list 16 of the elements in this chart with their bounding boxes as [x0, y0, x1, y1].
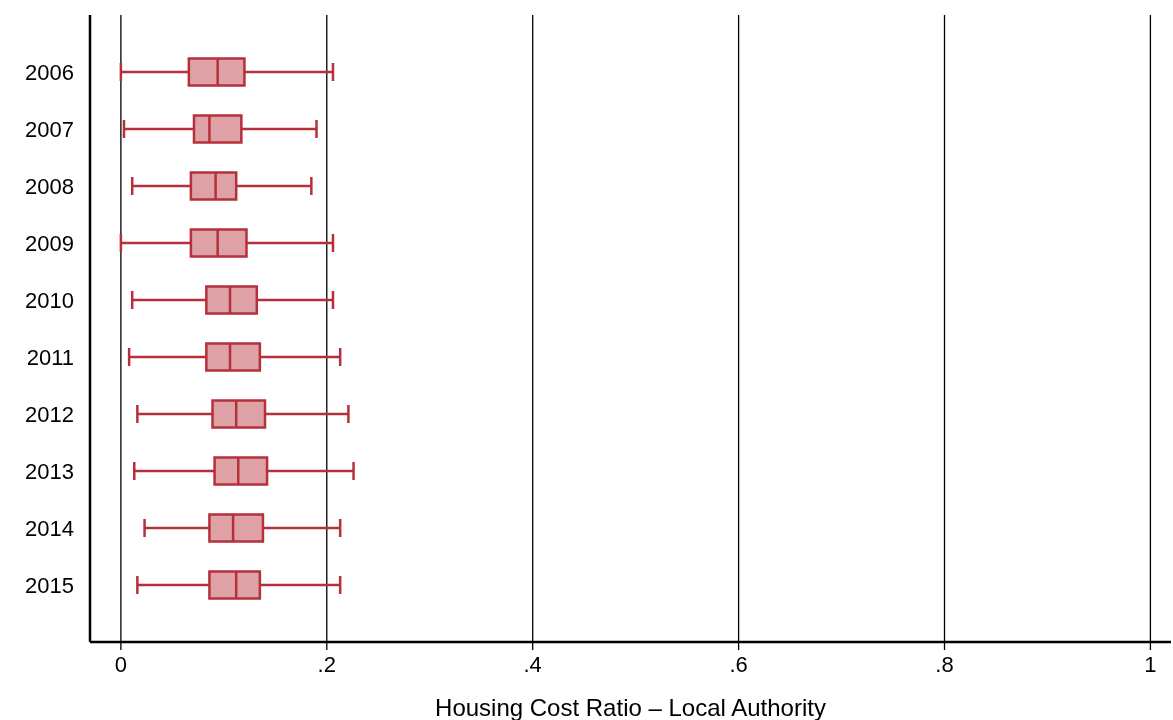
x-tick-label: 1: [1144, 652, 1157, 677]
y-tick-label: 2011: [26, 344, 74, 370]
x-tick-label: .4: [523, 652, 542, 677]
y-tick-label: 2006: [25, 59, 74, 85]
x-tick-label: .8: [935, 652, 954, 677]
y-tick-label: 2015: [25, 572, 74, 598]
y-tick-label: 2012: [25, 401, 74, 427]
y-tick-label: 2007: [25, 116, 74, 142]
x-tick-label: .6: [729, 652, 748, 677]
x-tick-label: 0: [114, 652, 128, 677]
y-tick-label: 2009: [25, 230, 74, 256]
y-tick-label: 2008: [25, 173, 74, 199]
x-tick-label: .2: [317, 652, 336, 677]
y-tick-label: 2010: [25, 287, 74, 313]
y-tick-label: 2014: [25, 515, 74, 541]
y-tick-label: 2013: [25, 458, 74, 484]
